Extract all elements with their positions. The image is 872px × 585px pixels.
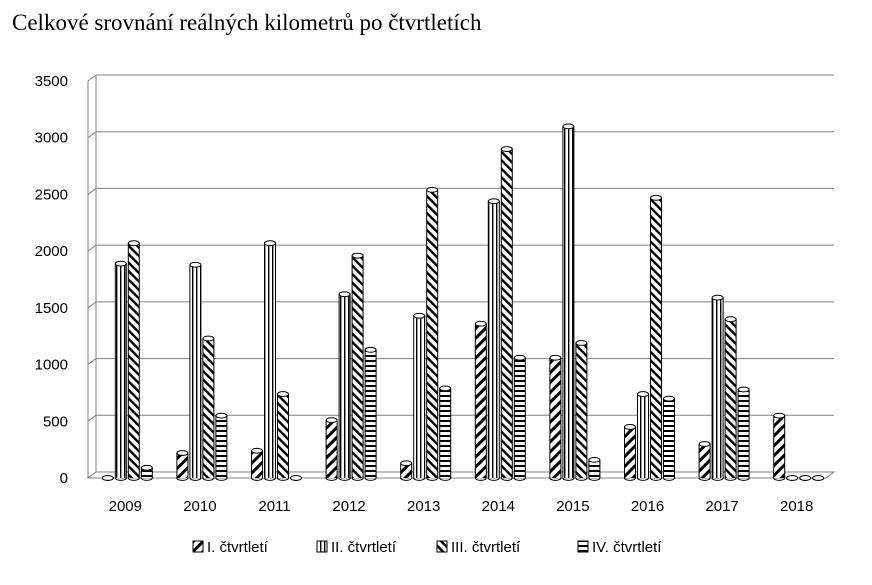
legend-item: IV. čtvrtletí — [577, 539, 662, 556]
legend-swatch — [436, 540, 448, 553]
y-tick-label: 0 — [60, 470, 68, 487]
bar — [264, 240, 276, 481]
x-tick-label: 2015 — [556, 498, 589, 515]
legend-label: IV. čtvrtletí — [592, 539, 662, 556]
bar — [663, 395, 675, 481]
bar — [290, 475, 302, 481]
x-tick-label: 2010 — [183, 498, 216, 515]
gridline — [87, 187, 834, 195]
legend-swatch — [316, 540, 328, 553]
legend: I. čtvrtletí II. čtvrtletí III. čtvrtletí I… — [192, 539, 662, 556]
bar — [140, 464, 153, 481]
bar — [562, 123, 575, 481]
y-tick-label: 500 — [43, 413, 68, 430]
bar — [487, 198, 500, 481]
legend-item: I. čtvrtletí — [192, 539, 269, 556]
bar — [588, 456, 601, 481]
x-tick-label: 2016 — [631, 498, 664, 515]
chart-title: Celkové srovnání reálných kilometrů po č… — [12, 10, 482, 35]
gridline — [87, 244, 834, 252]
x-tick-label: 2013 — [407, 498, 440, 515]
bar — [549, 354, 562, 481]
bar — [114, 260, 127, 481]
bar — [325, 417, 338, 481]
bar — [724, 316, 737, 481]
gridline — [87, 74, 834, 82]
bar — [650, 194, 662, 481]
gridline — [87, 131, 834, 139]
gridline — [87, 301, 834, 309]
bar — [426, 186, 439, 481]
bar — [624, 424, 636, 481]
bar — [711, 294, 724, 481]
bar — [474, 320, 487, 481]
y-tick-label: 1500 — [35, 300, 68, 317]
bar — [176, 450, 189, 481]
bar — [277, 391, 289, 481]
legend-item: III. čtvrtletí — [436, 539, 521, 556]
bar — [500, 146, 513, 481]
y-tick-label: 2500 — [35, 186, 68, 203]
x-tick-label: 2017 — [705, 498, 738, 515]
bar — [812, 475, 825, 481]
y-tick-label: 3500 — [35, 73, 68, 90]
legend-label: I. čtvrtletí — [207, 539, 269, 556]
x-tick-label: 2011 — [258, 498, 290, 515]
bar — [637, 391, 649, 481]
bar — [773, 412, 786, 481]
x-tick-label: 2018 — [780, 498, 813, 515]
bar — [439, 385, 452, 481]
bar — [101, 475, 114, 481]
legend-label: II. čtvrtletí — [331, 539, 397, 556]
legend-swatch — [577, 540, 589, 553]
y-tick-label: 3000 — [35, 130, 68, 147]
bar — [189, 261, 202, 481]
y-tick-label: 2000 — [35, 243, 68, 260]
bar — [698, 441, 711, 481]
bar — [127, 240, 140, 481]
bar — [400, 460, 413, 481]
x-tick-label: 2012 — [332, 498, 365, 515]
bar — [202, 335, 215, 481]
bar — [575, 340, 588, 481]
bar — [351, 252, 364, 481]
bar — [251, 447, 263, 481]
bar — [799, 475, 812, 481]
x-tick-label: 2014 — [482, 498, 515, 515]
x-tick-label: 2009 — [109, 498, 142, 515]
bar — [513, 354, 526, 481]
legend-swatch — [192, 540, 204, 553]
bars — [101, 123, 825, 481]
bar — [786, 475, 799, 481]
y-tick-label: 1000 — [35, 357, 68, 374]
tick-labels: 0 500 1000 1500 2000 2500 3000 3500 2009 2010 2011… — [35, 73, 814, 515]
legend-label: III. čtvrtletí — [451, 539, 521, 556]
bar — [215, 412, 228, 481]
bar — [413, 312, 426, 481]
legend-item: II. čtvrtletí — [316, 539, 397, 556]
gridline — [87, 358, 834, 365]
bar — [364, 346, 377, 481]
bar — [737, 386, 750, 481]
bar — [338, 291, 351, 481]
